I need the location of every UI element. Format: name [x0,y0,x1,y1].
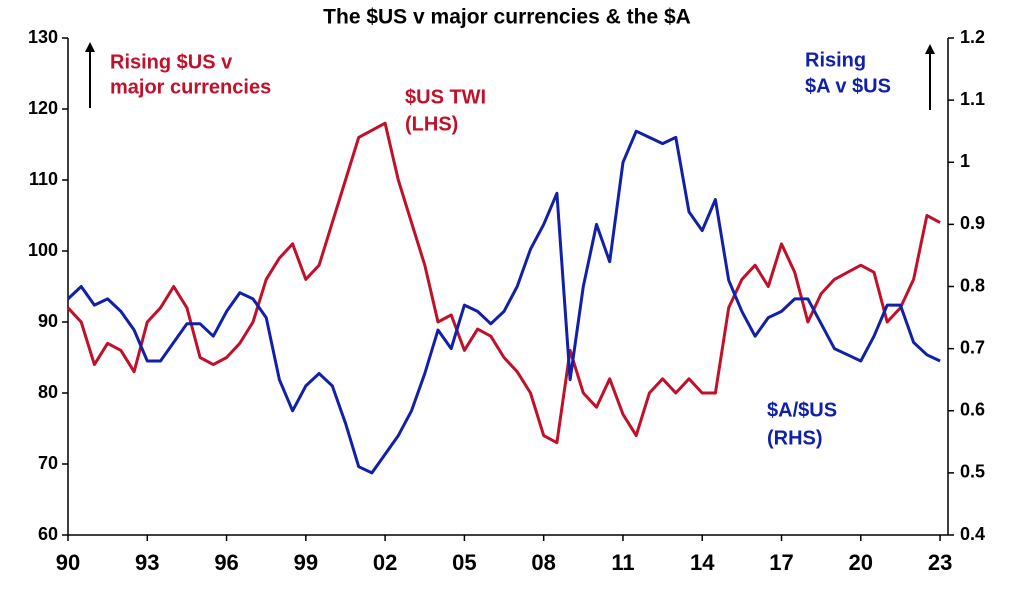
x-tick-label: 14 [690,550,715,575]
x-tick-label: 99 [294,550,318,575]
y2-tick-label: 0.5 [960,462,985,482]
series-label: $US TWI [405,86,486,108]
x-tick-label: 02 [373,550,397,575]
annotation: (LHS) [405,113,458,135]
arrow-left [85,42,95,108]
y2-tick-label: 0.9 [960,213,985,233]
annotation: $A v $US [805,75,891,97]
y2-tick-label: 0.6 [960,400,985,420]
y-tick-label: 60 [38,524,58,544]
x-tick-label: 20 [849,550,873,575]
y-tick-label: 100 [28,240,58,260]
series-label: $A/$US [767,399,837,421]
chart-title: The $US v major currencies & the $A [323,6,691,29]
y2-tick-label: 0.8 [960,275,985,295]
annotation: (RHS) [767,427,823,449]
x-tick-label: 96 [214,550,238,575]
arrow-right [925,44,935,110]
y-tick-label: 110 [29,169,58,189]
annotation: Rising $US v [110,51,233,73]
y-tick-label: 80 [38,382,58,402]
y2-tick-label: 0.7 [960,337,985,357]
annotation: Rising [805,49,866,71]
series-line [66,121,941,445]
y2-tick-label: 1.2 [960,27,985,47]
x-tick-label: 93 [135,550,159,575]
y-tick-label: 120 [28,98,58,118]
y-tick-label: 90 [38,311,58,331]
x-tick-label: 23 [928,550,952,575]
y-tick-label: 130 [28,27,58,47]
x-tick-label: 11 [611,550,634,575]
y2-tick-label: 1 [960,151,970,171]
y-tick-label: 70 [38,453,58,473]
x-tick-label: 17 [769,550,793,575]
series-line [66,129,941,475]
x-tick-label: 08 [531,550,555,575]
x-tick-label: 05 [452,550,476,575]
y2-tick-label: 0.4 [960,524,985,544]
y2-tick-label: 1.1 [960,89,985,109]
x-tick-label: 90 [56,550,80,575]
annotation: major currencies [110,76,271,98]
